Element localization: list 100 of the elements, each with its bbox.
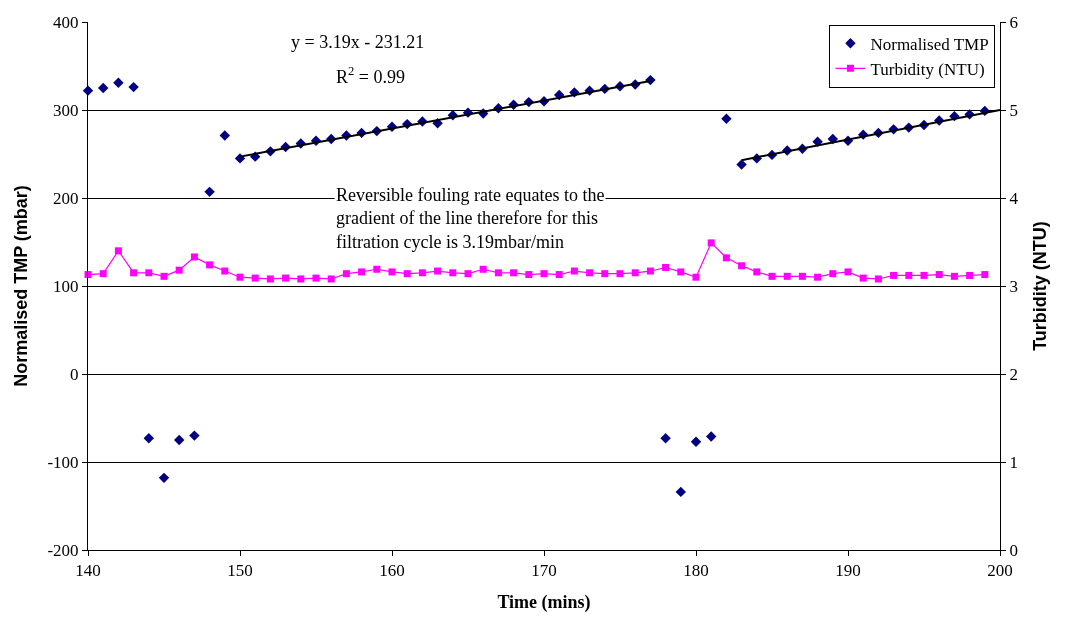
point [950,272,958,280]
point [675,486,686,498]
point [690,436,702,447]
legend-label: Normalised TMP [870,34,989,54]
point [692,273,700,281]
point [722,254,730,262]
point [373,265,381,273]
point [890,271,898,279]
point [143,433,154,444]
point [114,247,122,255]
point [753,268,761,276]
point [98,82,109,94]
point [601,270,609,278]
y2-tick-label: 2 [1009,364,1018,384]
point [175,266,183,274]
point [935,271,943,279]
y-tick-label: -200 [47,540,79,560]
point [905,271,913,279]
legend-label: Turbidity (NTU) [870,59,985,79]
point [798,272,806,280]
point [342,270,350,278]
y-tick-label: 400 [53,12,79,32]
y2-tick-label: 3 [1009,276,1018,296]
y2-tick-label: 6 [1009,12,1018,32]
point [113,77,124,88]
point [219,130,230,141]
y-tick-label: -100 [47,452,79,472]
point [721,113,732,124]
point [464,270,472,278]
point [616,270,624,278]
point [920,271,928,279]
y2-tick-label: 4 [1009,188,1019,208]
y2-tick-label: 1 [1009,452,1018,472]
annotation: R$^{2}$ = 0.99 [336,64,405,87]
point [707,239,715,247]
point [829,270,837,278]
y-tick-label: 200 [53,188,79,208]
point [236,273,244,281]
point [327,275,335,283]
point [130,269,138,277]
y-axis-title: Normalised TMP (mbar) [10,185,31,387]
point [266,275,274,283]
point [812,136,823,147]
point [859,274,867,282]
point [128,81,139,93]
point [282,274,290,282]
point [434,267,442,275]
point [160,272,168,280]
point [358,268,366,276]
x-tick-label: 150 [227,561,253,581]
point [206,261,214,269]
y2-axis-title: Turbidity (NTU) [1029,221,1050,351]
point [706,431,717,442]
point [494,269,502,277]
point [844,268,852,276]
x-tick-label: 160 [379,561,405,581]
point [677,268,685,276]
point [388,268,396,276]
point [736,159,747,170]
point [403,270,411,278]
y-tick-label: 100 [53,276,79,296]
point [189,430,200,441]
y-tick-label: 0 [70,364,79,384]
point [297,275,305,283]
point [99,270,107,278]
point [814,273,822,281]
annotation: Reversible fouling rate equates to the gradient of the line therefore for this filtration cycle is 3.19mbar/min [336,185,605,252]
point [449,269,457,277]
point [646,267,654,275]
point [418,269,426,277]
point [586,269,594,277]
point [662,264,670,272]
y-tick-label: 300 [53,100,79,120]
point [221,267,229,275]
x-tick-label: 140 [75,561,101,581]
point [966,271,974,279]
x-axis-title: Time (mins) [497,591,591,613]
x-tick-label: 200 [987,561,1013,581]
point [540,270,548,278]
point [981,271,989,279]
annotation: y = 3.19x - 231.21 [291,32,425,52]
point [570,267,578,275]
point [738,262,746,270]
y2-tick-label: 5 [1009,100,1018,120]
point [312,274,320,282]
x-tick-label: 180 [683,561,709,581]
point [174,434,185,446]
x-tick-label: 170 [531,561,557,581]
point [204,186,215,198]
point [768,272,776,280]
point [525,271,533,279]
point [251,274,259,282]
x-tick-label: 190 [835,561,861,581]
point [783,272,791,280]
point [479,265,487,273]
point [145,269,153,277]
point [190,253,198,261]
point [874,275,882,283]
point [510,269,518,277]
point [660,433,671,444]
